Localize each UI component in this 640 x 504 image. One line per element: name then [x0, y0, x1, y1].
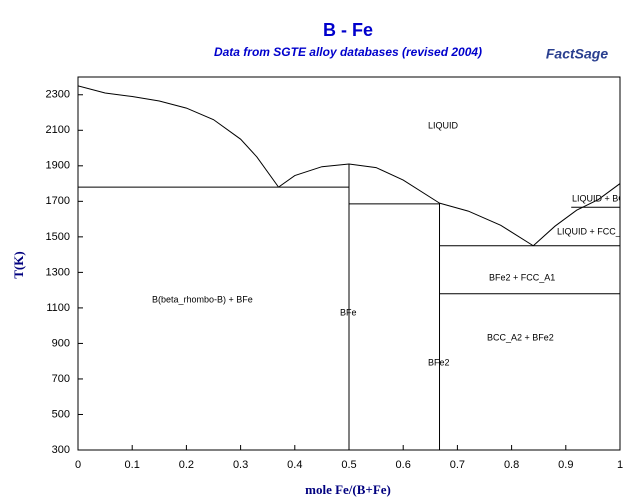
x-tick-label: 0.7: [450, 459, 465, 471]
region-label: BCC_A2 + BFe2: [487, 332, 554, 342]
x-tick-label: 0: [75, 459, 81, 471]
y-axis-label: T(K): [11, 251, 26, 278]
region-label: BFe: [340, 307, 357, 317]
y-tick-label: 1900: [46, 160, 70, 172]
y-tick-label: 500: [52, 408, 70, 420]
phase-boundary: [439, 202, 534, 247]
plot-area: LIQUID LIQUID + BCC_ LIQUID + FCC_A1 BFe2 +…: [78, 85, 637, 450]
phase-boundary: [278, 163, 440, 204]
x-tick-label: 0.5: [341, 459, 356, 471]
x-tick-label: 0.8: [504, 459, 519, 471]
x-tick-label: 0.6: [396, 459, 411, 471]
region-label: LIQUID: [428, 120, 459, 130]
y-tick-label: 2300: [46, 89, 70, 101]
y-tick-label: 700: [52, 373, 70, 385]
phase-boundary: [78, 85, 279, 188]
y-tick-label: 1700: [46, 195, 70, 207]
x-tick-label: 0.4: [287, 459, 302, 471]
y-tick-label: 300: [52, 444, 70, 456]
y-tick-label: 1300: [46, 266, 70, 278]
x-tick-label: 0.1: [125, 459, 140, 471]
y-tick-label: 900: [52, 337, 70, 349]
x-tick-label: 0.9: [558, 459, 573, 471]
x-tick-label: 0.3: [233, 459, 248, 471]
x-tick-label: 1: [617, 459, 623, 471]
x-tick-label: 0.2: [179, 459, 194, 471]
region-label: B(beta_rhombo-B) + BFe: [152, 294, 253, 304]
region-label: BFe2 + FCC_A1: [489, 272, 555, 282]
phase-boundary: [532, 183, 620, 247]
x-axis-label: mole Fe/(B+Fe): [305, 482, 391, 497]
logo: FactSage: [546, 46, 608, 62]
chart-subtitle: Data from SGTE alloy databases (revised …: [214, 45, 482, 59]
y-tick-label: 1100: [46, 302, 70, 314]
y-tick-label: 1500: [46, 231, 70, 243]
region-label: LIQUID + BCC_: [572, 193, 637, 203]
chart-title: B - Fe: [323, 20, 373, 40]
region-label: BFe2: [428, 357, 450, 367]
y-tick-label: 2100: [46, 124, 70, 136]
region-label: LIQUID + FCC_A1: [557, 226, 632, 236]
